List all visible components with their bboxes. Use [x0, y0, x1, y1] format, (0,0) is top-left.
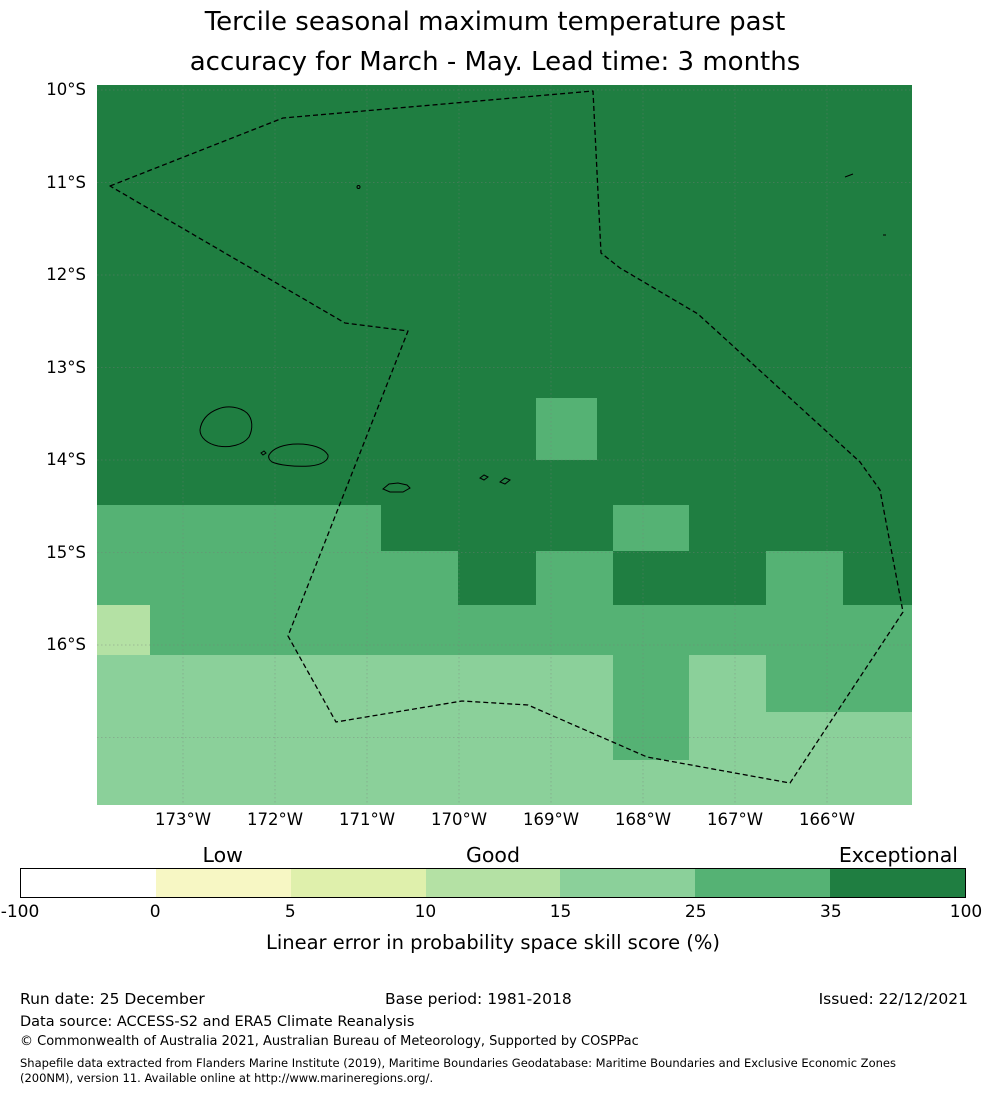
- colorbar-segment: [560, 869, 696, 897]
- island-swains: [356, 185, 361, 189]
- x-tick-label: 171°W: [338, 810, 396, 829]
- colorbar: [20, 868, 966, 898]
- y-tick-label: 11°S: [46, 172, 86, 192]
- island-outlines: [199, 173, 886, 493]
- skill-cell: [613, 655, 689, 712]
- island-savaii: [199, 406, 253, 448]
- eez-boundary-dashed: [109, 90, 904, 784]
- x-tick-label: 173°W: [154, 810, 212, 829]
- x-tick-label: 167°W: [706, 810, 764, 829]
- map-area: [97, 85, 912, 805]
- colorbar-segment: [425, 869, 561, 897]
- skill-grid-cells: [97, 85, 912, 805]
- y-tick-label: 16°S: [46, 635, 86, 654]
- y-tick-label: 10°S: [46, 80, 86, 99]
- skill-cell: [97, 85, 912, 505]
- chart-title: Tercile seasonal maximum temperature pas…: [0, 2, 990, 82]
- skill-cell: [766, 655, 912, 712]
- colorbar-segment: [290, 869, 426, 897]
- issued-date-text: Issued: 22/12/2021: [818, 990, 968, 1008]
- base-period-text: Base period: 1981-2018: [385, 990, 572, 1008]
- data-source-text: Data source: ACCESS-S2 and ERA5 Climate …: [20, 1014, 415, 1030]
- y-tick-label: 15°S: [46, 542, 86, 562]
- colorbar-segment: [695, 869, 831, 897]
- x-tick-label: 172°W: [246, 810, 304, 829]
- colorbar-tick-label: 25: [684, 902, 707, 922]
- y-tick-label: 14°S: [46, 450, 86, 469]
- island-tau: [499, 477, 511, 485]
- island-speck-northeast-1: [844, 173, 854, 178]
- island-manono: [260, 450, 267, 456]
- copyright-text: © Commonwealth of Australia 2021, Austra…: [20, 1034, 639, 1049]
- skill-cell: [536, 551, 613, 605]
- skill-cell: [613, 712, 689, 760]
- y-tick-label: 13°S: [46, 357, 86, 377]
- colorbar-tick-label: 100: [949, 902, 983, 922]
- chart-title-line1: Tercile seasonal maximum temperature pas…: [204, 7, 786, 37]
- skill-cell: [97, 605, 150, 655]
- colorbar-segment: [21, 869, 156, 897]
- x-tick-label: 166°W: [798, 810, 856, 829]
- x-tick-label: 168°W: [614, 810, 672, 829]
- island-upolu: [268, 443, 329, 467]
- skill-cell: [536, 398, 597, 460]
- colorbar-category-exceptional: Exceptional: [838, 843, 958, 867]
- colorbar-tick-label: -100: [0, 902, 40, 922]
- skill-cell: [766, 551, 843, 605]
- skill-cell: [97, 605, 912, 655]
- skill-cell: [613, 505, 689, 551]
- colorbar-segment: [155, 869, 291, 897]
- colorbar-tick-label: 35: [820, 902, 842, 922]
- colorbar-segment: [830, 869, 966, 897]
- chart-title-line2: accuracy for March - May. Lead time: 3 m…: [189, 47, 801, 77]
- island-ofu-olosega: [479, 474, 489, 481]
- shapefile-attribution-text: Shapefile data extracted from Flanders M…: [20, 1056, 896, 1085]
- skill-cell: [97, 712, 912, 760]
- x-tick-label: 169°W: [522, 810, 580, 829]
- colorbar-category-good: Good: [466, 843, 520, 867]
- colorbar-axis-label: Linear error in probability space skill …: [265, 931, 721, 954]
- colorbar-tick-label: 5: [284, 902, 296, 922]
- skill-cell: [97, 505, 381, 551]
- graticule-gridlines: [97, 85, 912, 805]
- colorbar-tick-label: 15: [549, 902, 572, 922]
- colorbar-category-low: Low: [202, 843, 243, 867]
- run-date-text: Run date: 25 December: [20, 990, 205, 1008]
- island-tutuila: [382, 482, 411, 493]
- colorbar-tick-label: 10: [414, 902, 437, 922]
- skill-cell: [97, 551, 458, 605]
- x-tick-label: 170°W: [430, 810, 488, 829]
- colorbar-tick-label: 0: [149, 902, 161, 922]
- y-tick-label: 12°S: [46, 265, 86, 284]
- skill-cell: [97, 760, 912, 805]
